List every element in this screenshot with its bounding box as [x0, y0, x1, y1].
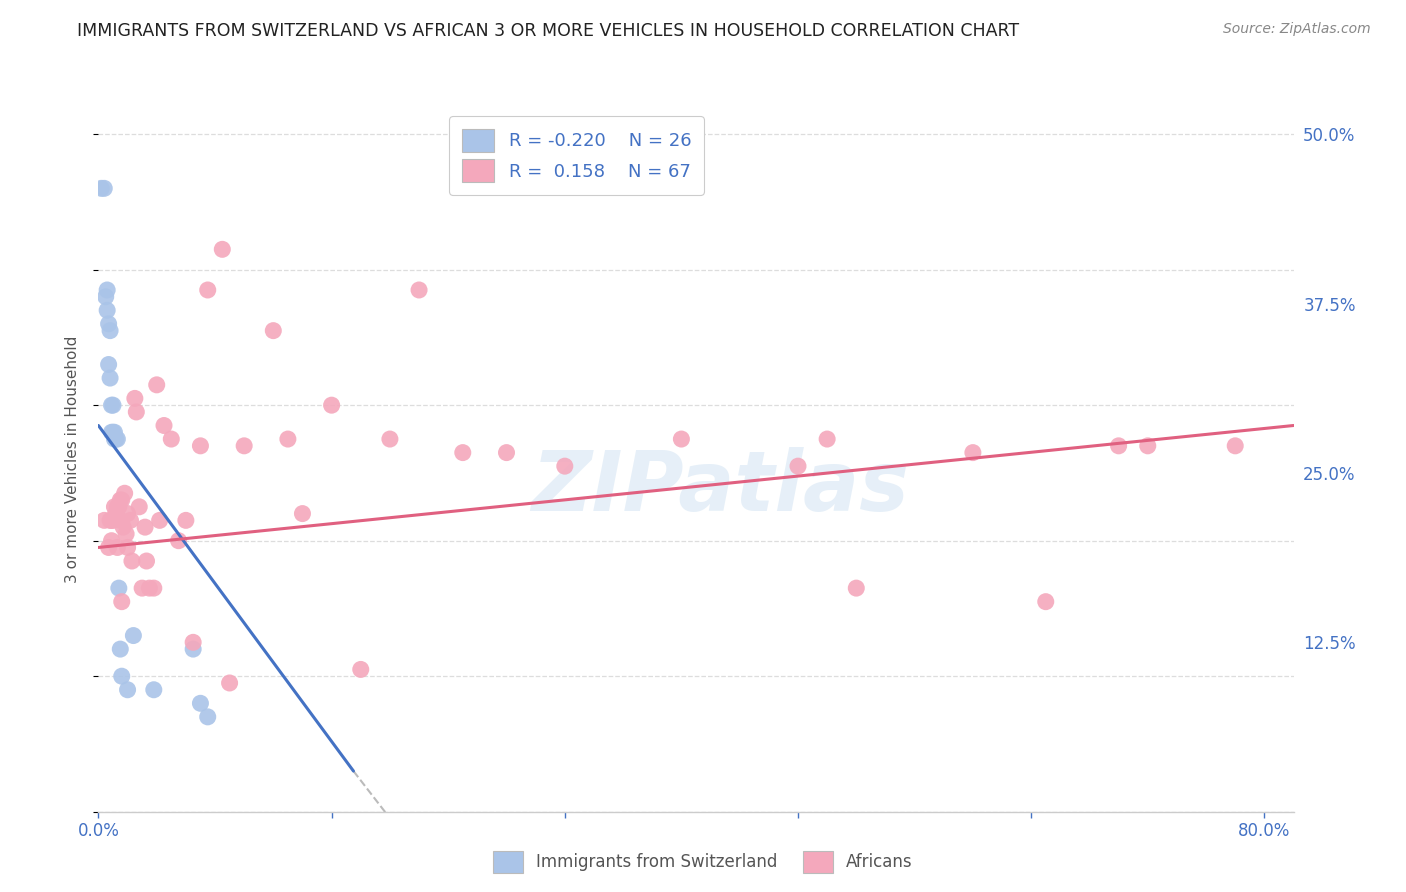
- Point: [110, 513, 132, 527]
- Point: [962, 445, 984, 459]
- Point: [160, 432, 183, 446]
- Point: [142, 581, 165, 595]
- Point: [1225, 439, 1247, 453]
- Point: [124, 392, 146, 406]
- Point: [1136, 439, 1159, 453]
- Point: [321, 398, 343, 412]
- Point: [845, 581, 868, 595]
- Point: [167, 533, 190, 548]
- Point: [111, 669, 134, 683]
- Point: [101, 425, 124, 440]
- Point: [1035, 595, 1057, 609]
- Legend: Immigrants from Switzerland, Africans: Immigrants from Switzerland, Africans: [486, 845, 920, 880]
- Point: [94, 290, 117, 304]
- Point: [174, 513, 197, 527]
- Point: [105, 541, 128, 555]
- Point: [408, 283, 430, 297]
- Point: [117, 507, 139, 521]
- Text: Source: ZipAtlas.com: Source: ZipAtlas.com: [1223, 22, 1371, 37]
- Point: [128, 500, 150, 514]
- Point: [117, 541, 139, 555]
- Point: [97, 541, 120, 555]
- Point: [134, 520, 156, 534]
- Point: [197, 283, 219, 297]
- Point: [211, 243, 233, 257]
- Point: [233, 439, 256, 453]
- Point: [98, 513, 121, 527]
- Point: [495, 445, 517, 459]
- Point: [181, 635, 204, 649]
- Point: [451, 445, 474, 459]
- Point: [108, 500, 131, 514]
- Point: [112, 520, 135, 534]
- Point: [218, 676, 240, 690]
- Point: [787, 459, 810, 474]
- Point: [101, 398, 124, 412]
- Text: ZIPatlas: ZIPatlas: [531, 447, 908, 528]
- Point: [142, 682, 165, 697]
- Point: [90, 181, 112, 195]
- Point: [96, 283, 118, 297]
- Point: [114, 486, 136, 500]
- Point: [98, 324, 121, 338]
- Point: [190, 696, 212, 710]
- Point: [105, 500, 128, 514]
- Point: [350, 662, 373, 676]
- Point: [122, 628, 145, 642]
- Y-axis label: 3 or more Vehicles in Household: 3 or more Vehicles in Household: [65, 335, 80, 583]
- Point: [97, 317, 120, 331]
- Point: [103, 432, 125, 446]
- Point: [291, 507, 314, 521]
- Point: [104, 432, 127, 446]
- Point: [145, 377, 167, 392]
- Point: [96, 303, 118, 318]
- Legend: R = -0.220    N = 26, R =  0.158    N = 67: R = -0.220 N = 26, R = 0.158 N = 67: [449, 116, 704, 195]
- Point: [103, 425, 125, 440]
- Point: [554, 459, 576, 474]
- Point: [131, 581, 153, 595]
- Point: [120, 513, 142, 527]
- Point: [181, 642, 204, 657]
- Point: [111, 595, 134, 609]
- Point: [110, 642, 132, 657]
- Point: [104, 507, 127, 521]
- Point: [103, 500, 125, 514]
- Point: [1108, 439, 1130, 453]
- Point: [93, 181, 115, 195]
- Point: [138, 581, 160, 595]
- Point: [100, 533, 122, 548]
- Point: [115, 527, 138, 541]
- Point: [262, 324, 284, 338]
- Point: [815, 432, 838, 446]
- Point: [378, 432, 401, 446]
- Point: [125, 405, 148, 419]
- Point: [93, 513, 115, 527]
- Point: [121, 554, 143, 568]
- Point: [101, 513, 124, 527]
- Point: [153, 418, 176, 433]
- Point: [97, 358, 120, 372]
- Point: [277, 432, 299, 446]
- Point: [100, 513, 122, 527]
- Point: [190, 439, 212, 453]
- Point: [108, 581, 131, 595]
- Point: [100, 398, 122, 412]
- Point: [105, 432, 128, 446]
- Text: IMMIGRANTS FROM SWITZERLAND VS AFRICAN 3 OR MORE VEHICLES IN HOUSEHOLD CORRELATI: IMMIGRANTS FROM SWITZERLAND VS AFRICAN 3…: [77, 22, 1019, 40]
- Point: [110, 493, 132, 508]
- Point: [111, 493, 134, 508]
- Point: [100, 425, 122, 440]
- Point: [197, 710, 219, 724]
- Point: [149, 513, 172, 527]
- Point: [98, 371, 121, 385]
- Point: [671, 432, 693, 446]
- Point: [117, 682, 139, 697]
- Point: [135, 554, 157, 568]
